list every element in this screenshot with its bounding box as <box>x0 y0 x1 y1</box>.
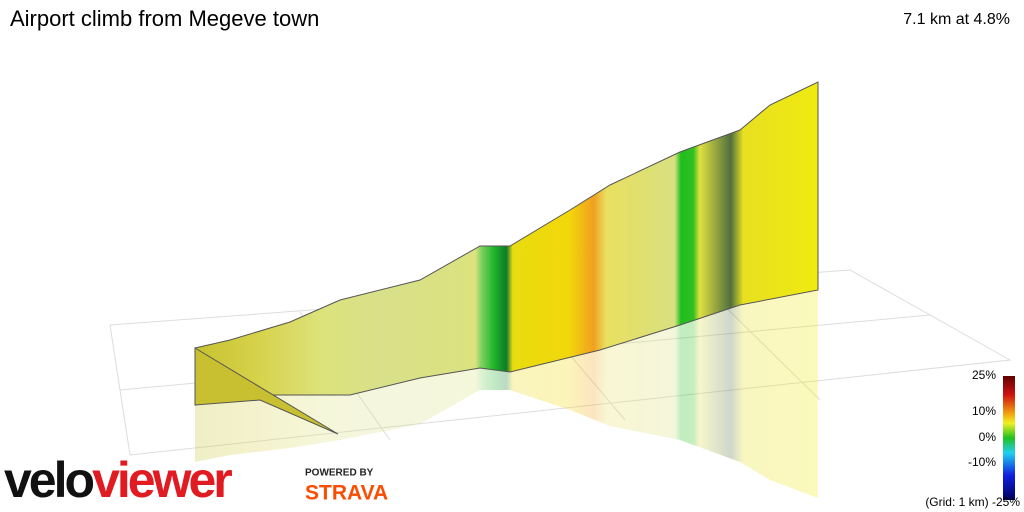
powered-by: POWERED BY <box>305 468 374 479</box>
partner: STRAVA <box>305 482 388 505</box>
grade-scale <box>1003 376 1015 500</box>
logo-left: velo <box>4 452 94 508</box>
scale-label: 0% <box>979 430 997 444</box>
logo-right: viewer <box>92 452 232 508</box>
profile-wall <box>194 81 819 406</box>
scale-label: 10% <box>972 404 996 418</box>
scale-label: -10% <box>968 455 996 469</box>
title: Airport climb from Megeve town <box>10 6 319 31</box>
scale-label: 25% <box>972 368 996 382</box>
profile-start <box>194 347 339 435</box>
summary: 7.1 km at 4.8% <box>903 11 1010 28</box>
scale-labels: 25% 10% 0% -10% (Grid: 1 km) -25% <box>925 368 1020 509</box>
logo: veloviewer <box>4 452 232 508</box>
scale-label: (Grid: 1 km) -25% <box>925 495 1020 509</box>
reflection <box>195 290 818 498</box>
